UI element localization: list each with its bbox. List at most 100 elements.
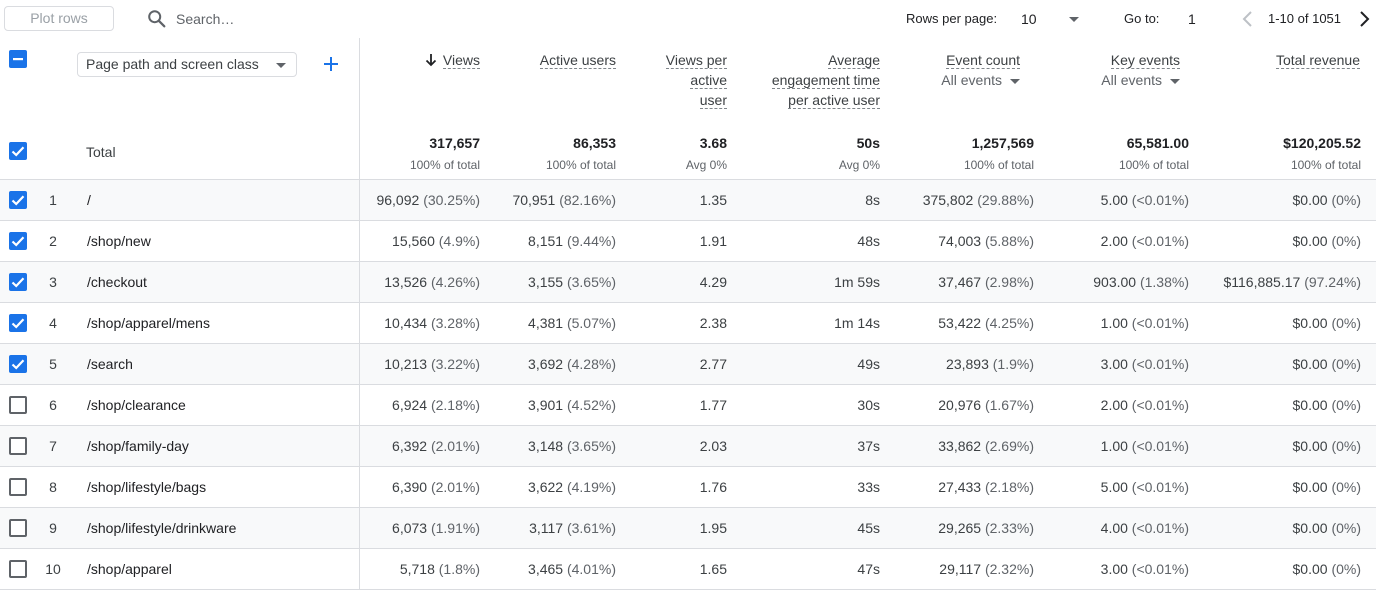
table-row[interactable]: 9/shop/lifestyle/drinkware 6,073 (1.91%) 3… bbox=[0, 508, 1376, 549]
row-checkbox[interactable] bbox=[9, 191, 27, 209]
page-path: /shop/new bbox=[87, 233, 151, 249]
column-header-views[interactable]: Views bbox=[380, 50, 480, 70]
cell-value: 2.03 bbox=[699, 438, 727, 454]
cell-percent: (4.9%) bbox=[438, 233, 480, 249]
column-header-engagement-time[interactable]: Average engagement time per active user bbox=[740, 50, 880, 110]
cell-percent: (0%) bbox=[1331, 397, 1361, 413]
cell-total-revenue: $0.00 (0%) bbox=[1200, 397, 1362, 413]
cell-percent: (2.18%) bbox=[984, 479, 1034, 495]
cell-percent: (97.24%) bbox=[1304, 274, 1361, 290]
cell-percent: (2.98%) bbox=[984, 274, 1034, 290]
cell-value: $0.00 bbox=[1292, 561, 1328, 577]
column-label-line: Average bbox=[828, 52, 880, 69]
totals-checkbox[interactable] bbox=[9, 142, 27, 160]
chevron-right-icon[interactable] bbox=[1355, 9, 1375, 29]
row-number: 6 bbox=[49, 397, 57, 413]
cell-value: 33s bbox=[857, 479, 880, 495]
table-row[interactable]: 5/search 10,213 (3.22%) 3,692 (4.28%) 2.77 4… bbox=[0, 344, 1376, 385]
key-event-filter-select[interactable]: All events bbox=[1060, 70, 1180, 90]
cell-event-count: 33,862 (2.69%) bbox=[880, 438, 1034, 454]
row-checkbox[interactable] bbox=[9, 232, 27, 250]
cell-engagement-time: 1m 14s bbox=[740, 315, 880, 331]
cell-views: 13,526 (4.26%) bbox=[360, 274, 480, 290]
row-checkbox[interactable] bbox=[9, 314, 27, 332]
column-label-line: engagement time bbox=[771, 72, 880, 89]
cell-value: 1.35 bbox=[699, 192, 727, 208]
cell-percent: (<0.01%) bbox=[1131, 561, 1189, 577]
row-checkbox[interactable] bbox=[9, 355, 27, 373]
search-input[interactable] bbox=[176, 8, 476, 30]
row-checkbox[interactable] bbox=[9, 519, 27, 537]
search-icon[interactable] bbox=[146, 8, 168, 30]
totals-label: Total bbox=[86, 144, 116, 160]
cell-value: 903.00 bbox=[1093, 274, 1137, 290]
row-checkbox[interactable] bbox=[9, 273, 27, 291]
indeterminate-icon bbox=[13, 58, 23, 61]
table-row[interactable]: 4/shop/apparel/mens 10,434 (3.28%) 4,381 (… bbox=[0, 303, 1376, 344]
goto-page-input[interactable]: 1 bbox=[1176, 6, 1216, 32]
row-checkbox[interactable] bbox=[9, 396, 27, 414]
column-header-active-users[interactable]: Active users bbox=[496, 50, 616, 70]
cell-value: 1.00 bbox=[1100, 315, 1128, 331]
cell-percent: (1.38%) bbox=[1139, 274, 1189, 290]
row-checkbox[interactable] bbox=[9, 478, 27, 496]
table-row[interactable]: 8/shop/lifestyle/bags 6,390 (2.01%) 3,622 … bbox=[0, 467, 1376, 508]
table-row[interactable]: 2/shop/new 15,560 (4.9%) 8,151 (9.44%) 1.91… bbox=[0, 221, 1376, 262]
event-filter-select[interactable]: All events bbox=[900, 70, 1020, 90]
cell-percent: (3.65%) bbox=[566, 438, 616, 454]
goto-page-value: 1 bbox=[1188, 11, 1196, 27]
row-checkbox[interactable] bbox=[9, 560, 27, 578]
cell-value: 3,155 bbox=[528, 274, 564, 290]
total-value: 317,657 bbox=[429, 135, 480, 151]
column-header-total-revenue[interactable]: Total revenue bbox=[1230, 50, 1360, 70]
check-icon bbox=[11, 195, 25, 206]
table-row[interactable]: 7/shop/family-day 6,392 (2.01%) 3,148 (3.6… bbox=[0, 426, 1376, 467]
rows-per-page-select[interactable]: 10 bbox=[1010, 6, 1082, 32]
plot-rows-button[interactable]: Plot rows bbox=[4, 6, 114, 31]
cell-views: 10,213 (3.22%) bbox=[360, 356, 480, 372]
cell-percent: (0%) bbox=[1331, 438, 1361, 454]
add-dimension-icon[interactable] bbox=[322, 55, 340, 73]
cell-value: 6,073 bbox=[392, 520, 428, 536]
cell-active-users: 3,148 (3.65%) bbox=[496, 438, 616, 454]
cell-views: 10,434 (3.28%) bbox=[360, 315, 480, 331]
column-divider bbox=[359, 38, 360, 589]
cell-key-events: 1.00 (<0.01%) bbox=[1040, 315, 1189, 331]
cell-value: 13,526 bbox=[384, 274, 428, 290]
cell-percent: (4.19%) bbox=[566, 479, 616, 495]
cell-value: 4.29 bbox=[699, 274, 727, 290]
cell-value: 2.77 bbox=[699, 356, 727, 372]
column-header-views-per-user[interactable]: Views per active user bbox=[626, 50, 727, 110]
cell-value: 2.00 bbox=[1100, 233, 1128, 249]
cell-engagement-time: 8s bbox=[740, 192, 880, 208]
cell-key-events: 4.00 (<0.01%) bbox=[1040, 520, 1189, 536]
cell-percent: (2.18%) bbox=[430, 397, 480, 413]
column-header-key-events[interactable]: Key events All events bbox=[1060, 50, 1180, 90]
row-number: 10 bbox=[45, 561, 61, 577]
table-row[interactable]: 6/shop/clearance 6,924 (2.18%) 3,901 (4.52… bbox=[0, 385, 1376, 426]
table-row[interactable]: 10/shop/apparel 5,718 (1.8%) 3,465 (4.01%)… bbox=[0, 549, 1376, 590]
rows-per-page-label: Rows per page: bbox=[906, 11, 998, 26]
total-value: 3.68 bbox=[699, 135, 727, 151]
chevron-down-icon bbox=[1170, 78, 1180, 84]
goto-label: Go to: bbox=[1124, 11, 1160, 26]
column-header-event-count[interactable]: Event count All events bbox=[900, 50, 1020, 90]
cell-percent: (4.26%) bbox=[430, 274, 480, 290]
cell-event-count: 53,422 (4.25%) bbox=[880, 315, 1034, 331]
cell-engagement-time: 33s bbox=[740, 479, 880, 495]
table-row[interactable]: 3/checkout 13,526 (4.26%) 3,155 (3.65%) 4.2… bbox=[0, 262, 1376, 303]
chevron-left-icon[interactable] bbox=[1238, 9, 1258, 29]
cell-value: 53,422 bbox=[938, 315, 982, 331]
cell-views: 6,390 (2.01%) bbox=[360, 479, 480, 495]
total-sub: 100% of total bbox=[1290, 158, 1361, 172]
dimension-select[interactable]: Page path and screen class bbox=[77, 52, 297, 77]
cell-active-users: 3,465 (4.01%) bbox=[496, 561, 616, 577]
select-all-checkbox[interactable] bbox=[9, 50, 27, 68]
table-row[interactable]: 1/96,092 (30.25%) 70,951 (82.16%) 1.35 8s 37… bbox=[0, 180, 1376, 221]
cell-event-count: 23,893 (1.9%) bbox=[880, 356, 1034, 372]
page-path: /shop/family-day bbox=[87, 438, 189, 454]
row-checkbox[interactable] bbox=[9, 437, 27, 455]
cell-percent: (0%) bbox=[1331, 192, 1361, 208]
cell-percent: (4.01%) bbox=[566, 561, 616, 577]
cell-percent: (4.25%) bbox=[984, 315, 1034, 331]
